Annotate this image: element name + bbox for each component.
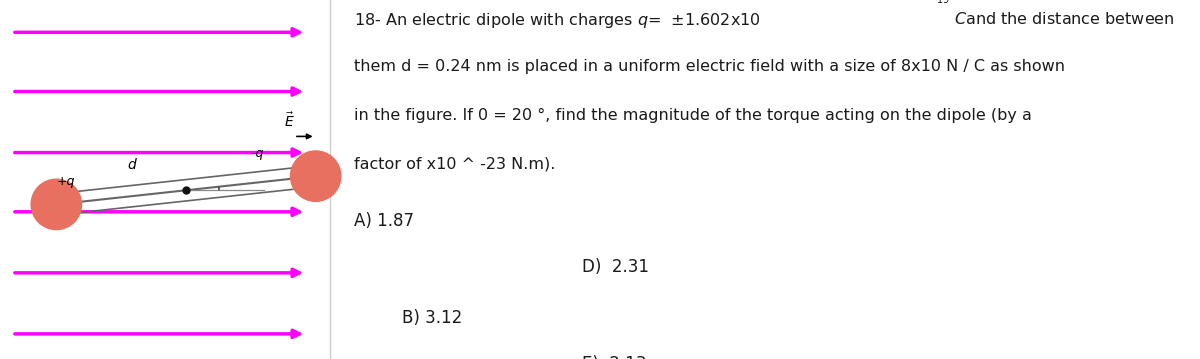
Text: in the figure. If 0 = 20 °, find the magnitude of the torque acting on the dipol: in the figure. If 0 = 20 °, find the mag… [354, 108, 1032, 123]
Ellipse shape [290, 151, 341, 201]
Text: A) 1.87: A) 1.87 [354, 212, 414, 230]
Text: E)  2.13: E) 2.13 [582, 355, 647, 359]
Text: 18- An electric dipole with charges $q$=  $\pm$1.602x10: 18- An electric dipole with charges $q$=… [354, 11, 761, 30]
Text: $^{-19}$: $^{-19}$ [928, 0, 949, 9]
Text: +q: +q [56, 175, 76, 188]
Text: them d = 0.24 nm is placed in a uniform electric field with a size of 8x10 N / C: them d = 0.24 nm is placed in a uniform … [354, 59, 1066, 74]
Text: B) 3.12: B) 3.12 [402, 309, 462, 327]
Text: -q: -q [252, 147, 264, 160]
Text: d: d [127, 158, 137, 172]
Text: D)  2.31: D) 2.31 [582, 258, 649, 276]
Ellipse shape [31, 179, 82, 230]
Text: $\vec{E}$: $\vec{E}$ [284, 111, 294, 130]
Text: factor of x10 ^ -23 N.m).: factor of x10 ^ -23 N.m). [354, 156, 556, 171]
Text: $\mathit{C}$and the distance between: $\mathit{C}$and the distance between [949, 11, 1175, 27]
